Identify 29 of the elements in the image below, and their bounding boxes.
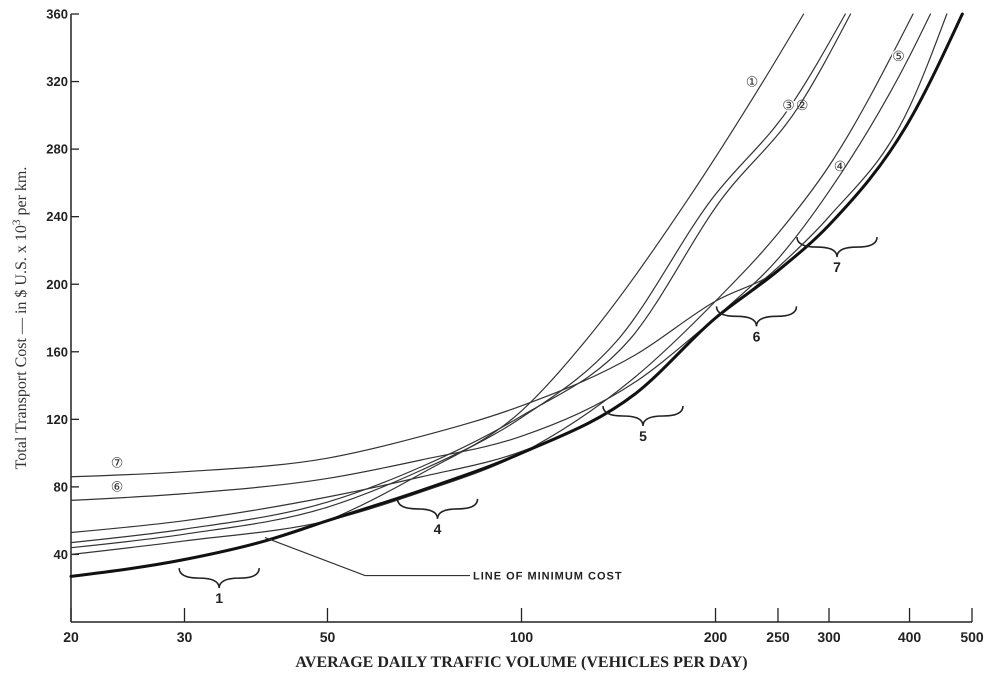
y-tick-label: 160 (46, 344, 68, 360)
x-tick-label: 20 (63, 629, 79, 645)
x-tick-label: 100 (510, 629, 534, 645)
y-tick-label: 280 (46, 142, 68, 157)
y-tick-label: 120 (46, 412, 68, 427)
x-tick-label: 50 (320, 629, 336, 645)
y-tick-label: 240 (46, 209, 68, 224)
y-tick-label: 40 (54, 546, 68, 562)
annotation: 5 (639, 428, 648, 444)
series-label: ⑦ (110, 456, 124, 472)
annotation: LINE OF MINIMUM COST (473, 570, 623, 582)
x-tick-label: 500 (960, 629, 984, 645)
y-tick-label: 200 (46, 276, 68, 292)
series-label: ⑥ (110, 479, 124, 496)
x-tick-label: 30 (176, 629, 192, 645)
y-tick-label: 320 (46, 74, 68, 90)
y-tick-label: 360 (46, 6, 68, 22)
series-label: ① (746, 74, 758, 90)
y-tick-label: 80 (54, 479, 68, 494)
x-axis-title: AVERAGE DAILY TRAFFIC VOLUME (VEHICLES PER DAY) (295, 654, 748, 671)
series-label: ⑤ (892, 49, 905, 66)
annotation: 4 (434, 520, 442, 537)
x-tick-label: 300 (817, 629, 841, 645)
annotation: 1 (215, 590, 224, 606)
annotation: 6 (752, 328, 761, 344)
x-tick-label: 400 (898, 629, 922, 645)
annotation: 7 (833, 259, 842, 276)
x-tick-label: 200 (704, 629, 728, 645)
x-tick-label: 250 (766, 629, 790, 645)
